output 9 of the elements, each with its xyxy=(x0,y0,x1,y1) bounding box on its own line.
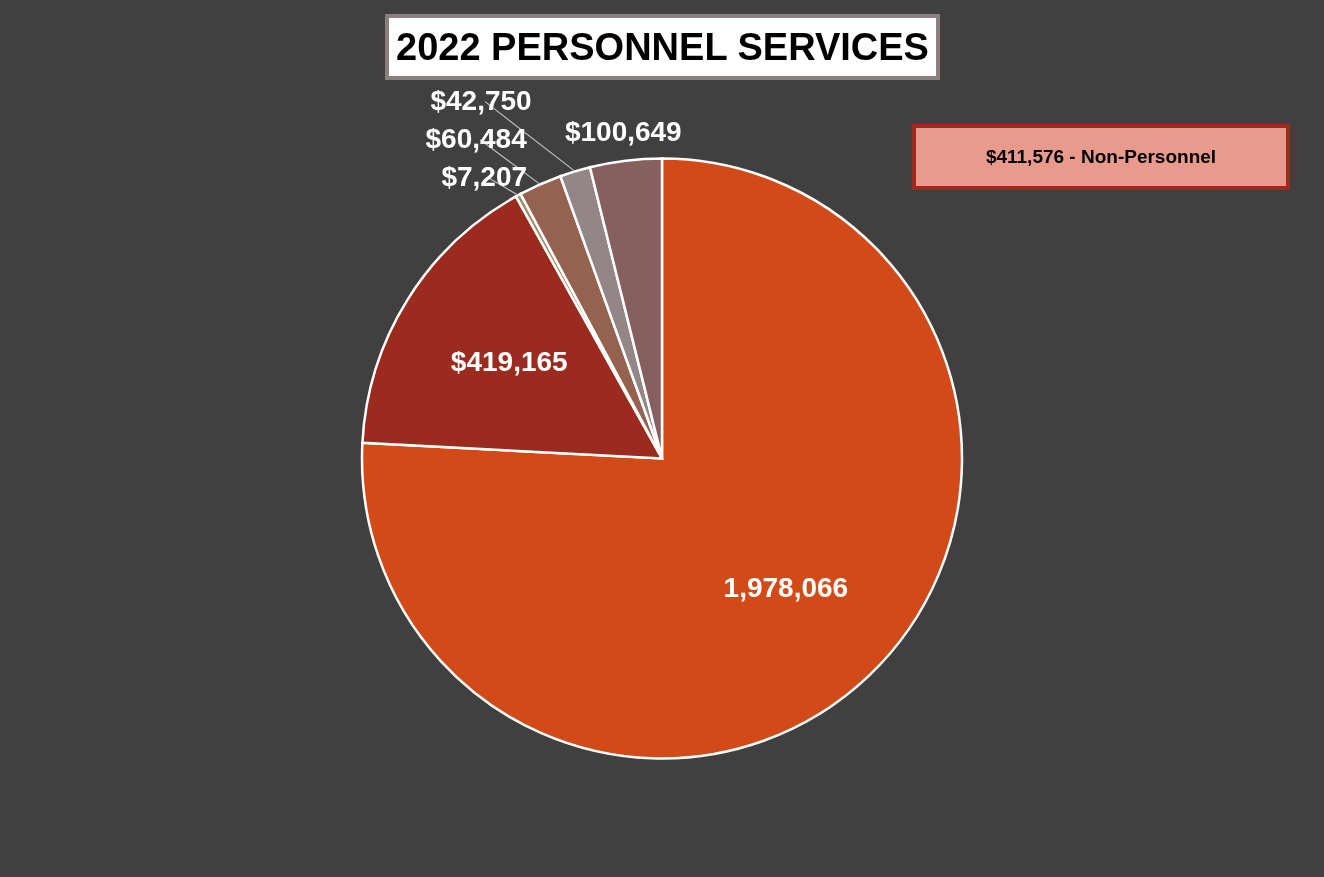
chart-title: 2022 PERSONNEL SERVICES xyxy=(385,14,940,80)
data-label: $7,207 xyxy=(441,160,528,192)
pie-slice xyxy=(361,157,964,760)
data-label: $60,484 xyxy=(425,122,528,154)
text: $411,576 - Non-Personnel xyxy=(912,124,1290,190)
data-label: 1,978,066 xyxy=(723,572,849,604)
data-label: $42,750 xyxy=(430,84,532,116)
data-label: $100,649 xyxy=(564,115,682,147)
data-label: $419,165 xyxy=(450,346,568,378)
